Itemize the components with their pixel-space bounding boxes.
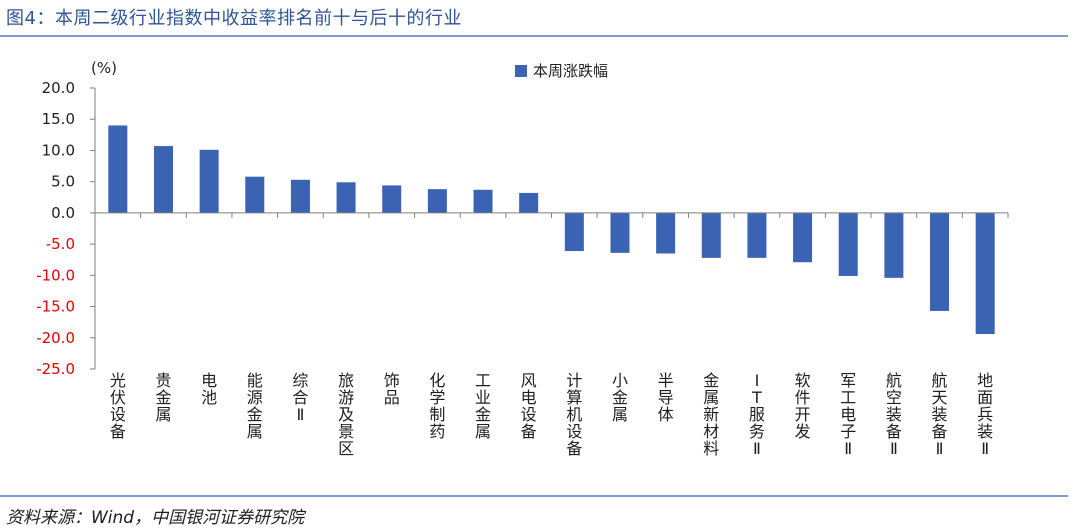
figure-header: 图4：本周二级行业指数中收益率排名前十与后十的行业 (0, 0, 1080, 36)
bar-12 (610, 212, 630, 253)
bar-18 (884, 212, 904, 278)
y-tick-label: -15.0 (36, 298, 75, 316)
bar-chart: (%) 本周涨跌幅 20.0 15.0 10.0 5.0 0.0 -5.0 -10.0 -15… (0, 40, 1080, 492)
bars (108, 125, 995, 335)
x-axis-labels: 光伏设备 贵金属 电池 能源金属 综合 Ⅱ 旅游及景区 饰品 化学制药 工业金属 风电设备 计算机设备… (110, 371, 993, 458)
category-label: 综合 Ⅱ (292, 371, 308, 424)
category-label: 饰品 (384, 371, 400, 407)
y-tick-label: -20.0 (36, 329, 75, 347)
bar-6 (336, 182, 356, 213)
bar-16 (793, 212, 813, 263)
top-divider (0, 35, 1068, 37)
bar-2 (153, 146, 173, 213)
y-tick-label: -25.0 (36, 360, 75, 378)
y-axis: 20.0 15.0 10.0 5.0 0.0 -5.0 -10.0 -15.0 -20.0 -25… (36, 79, 96, 378)
y-tick-label: -5.0 (46, 235, 75, 253)
category-label: 金属新材料 (703, 371, 719, 458)
bar-11 (564, 212, 584, 251)
legend-label: 本周涨跌幅 (533, 62, 608, 80)
bar-1 (108, 125, 128, 213)
category-label: 半导体 (658, 371, 674, 424)
category-label: 贵金属 (155, 371, 171, 424)
bar-8 (427, 189, 447, 213)
bar-14 (701, 212, 721, 258)
bar-10 (519, 192, 539, 213)
category-label: 风电设备 (521, 371, 537, 441)
bar-20 (975, 212, 995, 335)
bar-5 (290, 179, 310, 213)
bar-4 (245, 176, 265, 213)
bar-7 (382, 185, 402, 213)
category-label: 电池 (201, 371, 217, 407)
y-tick-label: 20.0 (42, 79, 75, 97)
category-label: 计算机设备 (566, 371, 582, 458)
y-axis-unit-label: (%) (91, 59, 117, 77)
category-label: 能源金属 (247, 371, 263, 441)
bar-17 (838, 212, 858, 276)
category-label: 工业金属 (475, 371, 491, 441)
bar-3 (199, 149, 219, 213)
bar-15 (747, 212, 767, 258)
category-label: I T 服务 Ⅱ (749, 371, 765, 458)
y-tick-label: 5.0 (51, 173, 75, 191)
bottom-divider (0, 495, 1068, 497)
x-axis (94, 212, 1009, 218)
category-label: 旅游及景区 (338, 371, 354, 458)
category-label: 航天装备 Ⅱ (932, 371, 948, 458)
bar-19 (930, 212, 950, 311)
category-label: 地面兵装 Ⅱ (977, 371, 993, 458)
category-label: 小金属 (612, 371, 628, 424)
category-label: 化学制药 (429, 371, 445, 441)
figure-title: 图4：本周二级行业指数中收益率排名前十与后十的行业 (6, 8, 462, 29)
bar-9 (473, 189, 493, 213)
y-tick-label: 15.0 (42, 110, 75, 128)
category-label: 军工电子 Ⅱ (840, 371, 856, 458)
source-note: 资料来源：Wind，中国银河证券研究院 (6, 508, 305, 528)
category-label: 软件开发 (795, 371, 811, 441)
legend: 本周涨跌幅 (515, 62, 608, 80)
y-tick-label: 10.0 (42, 141, 75, 159)
category-label: 航空装备 Ⅱ (886, 371, 902, 458)
bar-13 (656, 212, 676, 254)
legend-swatch (515, 65, 527, 77)
category-label: 光伏设备 (110, 371, 126, 441)
bar-chart-svg: (%) 本周涨跌幅 20.0 15.0 10.0 5.0 0.0 -5.0 -10.0 -15… (36, 59, 1009, 458)
y-tick-label: 0.0 (51, 204, 75, 222)
y-tick-label: -10.0 (36, 266, 75, 284)
